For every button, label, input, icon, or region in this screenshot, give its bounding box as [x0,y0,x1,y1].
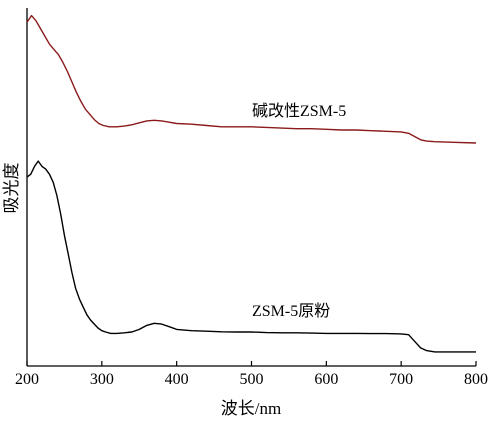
series-label-alkali-zsm5: 碱改性ZSM-5 [252,102,346,120]
x-tick-label: 500 [240,371,264,388]
y-axis-title: 吸光度 [2,163,21,214]
x-tick-label: 800 [464,371,488,388]
x-axis-ticks: 200 300 400 500 600 700 800 [15,361,488,388]
x-axis-title: 波长/nm [221,399,281,418]
x-tick-label: 300 [90,371,114,388]
series-line-2 [26,160,476,353]
x-tick-label: 700 [389,371,413,388]
x-tick-label: 400 [165,371,189,388]
series-line-1 [26,14,477,144]
x-tick-label: 200 [15,371,39,388]
plot-area: 200 300 400 500 600 700 800 [15,8,488,388]
x-tick-label: 600 [314,371,338,388]
series-layer [26,14,477,353]
series-label-zsm5-raw: ZSM-5原粉 [252,302,330,320]
